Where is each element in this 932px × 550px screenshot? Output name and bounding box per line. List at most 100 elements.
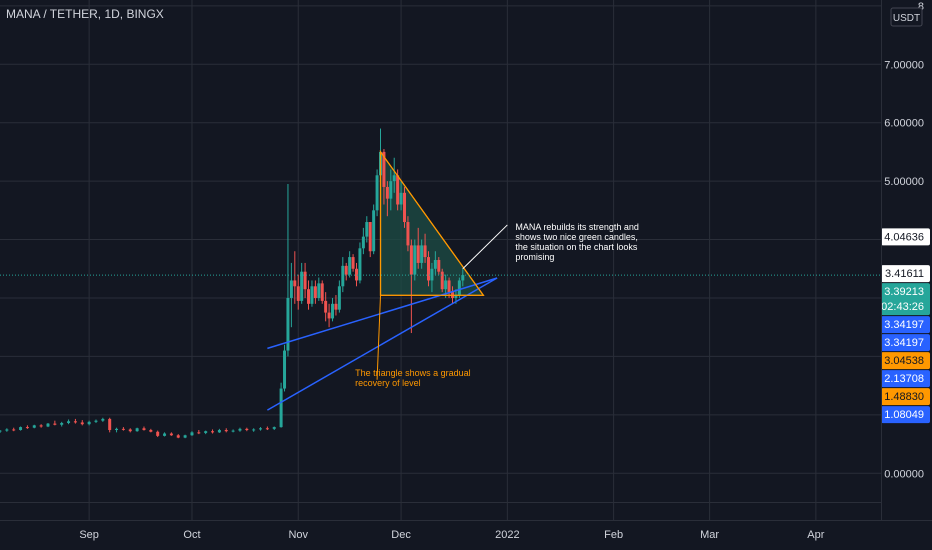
candle-body (115, 428, 119, 431)
price-level-badge (881, 352, 930, 370)
price-tick-label: 8 (918, 1, 924, 13)
candle-body (399, 192, 403, 205)
price-tick-label: 0.00000 (884, 468, 924, 480)
price-level-badge-label: 1.48830 (884, 391, 924, 403)
candle-body (375, 175, 379, 211)
candle-body (169, 433, 173, 436)
time-tick-label: Feb (604, 529, 623, 541)
price-scale-border (881, 0, 882, 520)
price-level-badge (881, 388, 930, 406)
candle-note[interactable]: MANA rebuilds its strength and shows two … (515, 222, 639, 262)
candle-body (320, 283, 324, 301)
candle-body (293, 280, 297, 287)
price-tick-label: 7.00000 (884, 59, 924, 71)
upper-trendline[interactable] (267, 277, 498, 350)
candle-body (444, 280, 448, 290)
candle-body (238, 428, 242, 431)
candle-note-line: promising (515, 252, 554, 262)
candle-body (361, 236, 365, 249)
symbol-title: MANA / TETHER, 1D, BINGX (6, 7, 164, 21)
candle-body (313, 286, 317, 298)
candle-body (73, 421, 77, 423)
last-price-badge (881, 283, 930, 316)
candle-body (108, 418, 112, 431)
price-level-badge (881, 228, 930, 246)
candle-body (156, 431, 160, 436)
time-tick-label: Oct (183, 529, 200, 541)
candle-body (283, 350, 287, 389)
candle-body (231, 430, 235, 432)
candle-body (0, 430, 2, 432)
candle-body (12, 429, 16, 431)
price-level-badge-label: 3.34197 (884, 319, 924, 331)
candle-body (60, 423, 64, 425)
candle-body (46, 423, 50, 427)
candle-body (197, 432, 201, 434)
candle-body (372, 210, 376, 252)
candle-note-pointer (462, 224, 508, 270)
price-level-badge (881, 316, 930, 334)
price-level-badge (881, 334, 930, 352)
candle-body (296, 286, 300, 301)
candle-body (32, 425, 36, 428)
lower-trendline[interactable] (267, 277, 498, 411)
candle-body (358, 248, 362, 281)
candle-body (5, 429, 9, 431)
candle-body (259, 428, 263, 430)
candle-body (272, 427, 276, 429)
candle-body (457, 280, 461, 296)
candle-body (190, 432, 194, 436)
last-price-badge-countdown: 02:43:26 (881, 301, 924, 313)
candle-body (39, 425, 43, 427)
candle-body (67, 421, 71, 424)
candle-body (396, 175, 400, 205)
candle-body (355, 268, 359, 281)
price-level-badge-label: 3.04538 (884, 355, 924, 367)
price-tick-label: 5.00000 (884, 176, 924, 188)
candle-body (307, 289, 311, 304)
candle-body (224, 430, 228, 432)
candle-body (351, 257, 355, 269)
candle-body (252, 429, 256, 431)
candle-body (310, 286, 314, 304)
candle-body (135, 428, 139, 432)
currency-label: USDT (893, 13, 920, 24)
time-tick-label: Apr (807, 529, 824, 541)
candle-body (317, 283, 321, 298)
candle-body (289, 280, 293, 298)
candle-body (420, 245, 424, 263)
candle-body (176, 435, 180, 438)
candle-body (392, 175, 396, 182)
candle-body (440, 271, 444, 290)
candle-body (211, 431, 215, 433)
candle-body (300, 271, 304, 301)
candle-body (80, 422, 84, 425)
candle-body (403, 192, 407, 223)
time-tick-label: Mar (700, 529, 719, 541)
candle-body (406, 222, 410, 246)
candle-note-line: MANA rebuilds its strength and (515, 222, 639, 232)
price-level-badge (881, 265, 930, 283)
candle-body (87, 421, 91, 425)
price-level-badge-label: 2.13708 (884, 373, 924, 385)
triangle-note-pointer (376, 295, 382, 380)
candle-body (25, 427, 29, 429)
candle-body (389, 181, 393, 199)
candle-body (303, 271, 307, 290)
candle-body (409, 245, 413, 275)
triangle-note[interactable]: The triangle shows a gradual recovery of … (355, 368, 471, 388)
candle-body (327, 312, 331, 319)
candle-body (382, 151, 386, 187)
candle-body (53, 423, 57, 425)
candle-body (142, 428, 146, 431)
price-level-badge-label: 3.34197 (884, 337, 924, 349)
candle-body (183, 435, 187, 438)
price-level-badge-label: 3.41611 (885, 268, 924, 280)
currency-button[interactable] (890, 7, 923, 27)
triangle-note-line: The triangle shows a gradual (355, 368, 471, 378)
price-level-badge (881, 406, 930, 424)
last-price-badge-label: 3.39213 (884, 286, 924, 298)
candle-body (101, 418, 105, 421)
